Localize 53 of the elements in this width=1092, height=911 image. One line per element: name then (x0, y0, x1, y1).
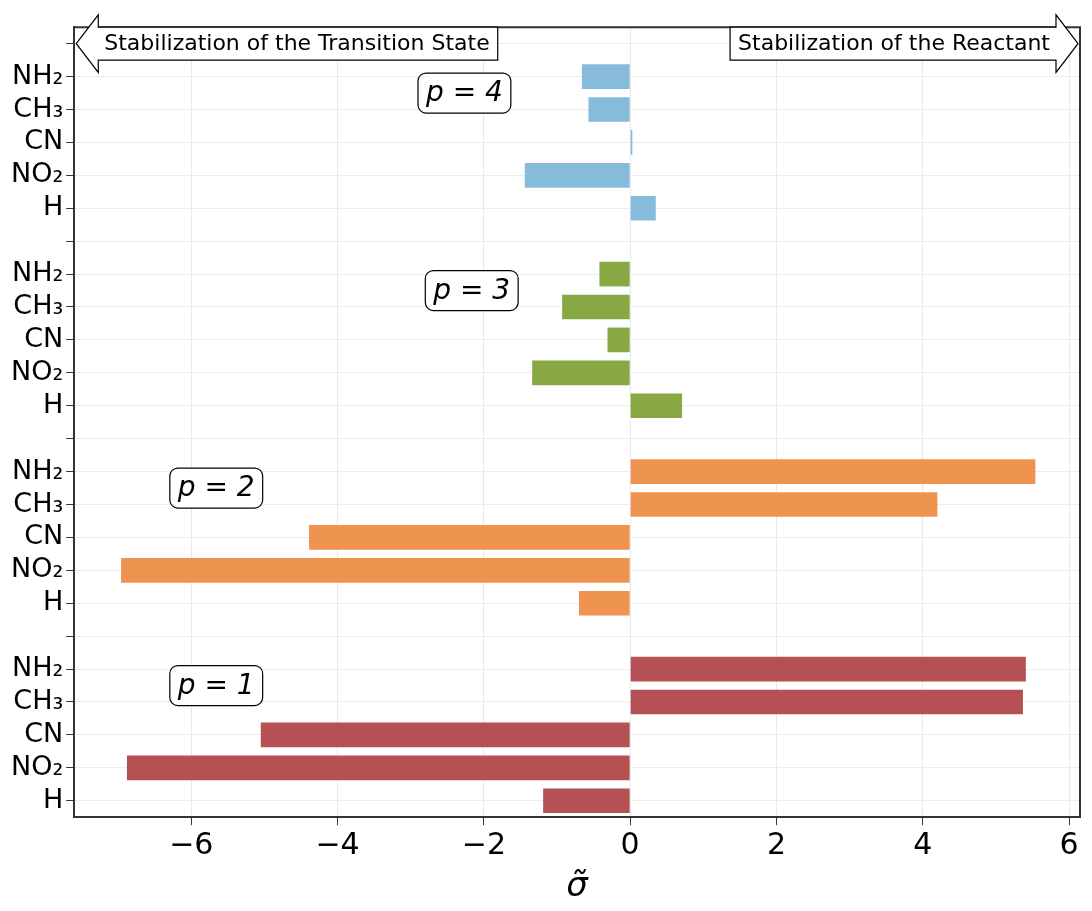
y-tick-label: NH₂ (11, 651, 64, 683)
y-tick-label: CN (24, 321, 64, 353)
bar (630, 459, 1036, 484)
y-tick-label: CH₃ (13, 684, 64, 716)
y-tick-label: NH₂ (11, 256, 64, 288)
x-tick-label: 6 (1059, 826, 1079, 861)
y-tick-label: CH₃ (13, 91, 64, 123)
y-tick-label: H (42, 585, 64, 617)
annotation: Stabilization of the Reactant (738, 30, 1051, 56)
bar (581, 64, 630, 89)
y-tick-label: CN (24, 716, 64, 748)
y-tick-label: H (42, 387, 64, 419)
bar (260, 722, 630, 748)
bar (630, 393, 683, 419)
text: p = 4 (424, 75, 503, 109)
x-tick-label: 2 (766, 826, 786, 861)
bar (126, 755, 630, 781)
bar (309, 525, 630, 550)
y-tick-label: CH₃ (13, 486, 64, 518)
bar (543, 788, 630, 814)
y-tick-label: H (42, 190, 64, 222)
bar (524, 162, 630, 188)
series-label: p = 2 (176, 470, 255, 504)
y-tick-label: NH₂ (11, 58, 64, 90)
x-tick-label: −2 (461, 826, 506, 861)
x-axis-title: σ̃ (566, 864, 590, 905)
y-tick-label: NO₂ (10, 354, 64, 386)
y-tick-label: CN (24, 519, 64, 551)
x-tick-label: −4 (315, 826, 360, 861)
annotation: Stabilization of the Transition State (104, 30, 490, 56)
y-tick-label: CH₃ (13, 289, 64, 321)
y-tick-label: CN (24, 124, 64, 156)
y-tick-label: NO₂ (10, 552, 64, 584)
bar (630, 656, 1026, 682)
bar (532, 360, 630, 386)
bar (607, 327, 630, 353)
series-label: p = 3 (432, 272, 511, 306)
bar (578, 590, 630, 616)
bar (630, 689, 1023, 715)
bar (630, 492, 938, 517)
x-tick-label: 0 (620, 826, 640, 861)
y-tick-label: NO₂ (10, 749, 64, 781)
x-tick-label: −6 (169, 826, 214, 861)
series-label: p = 1 (176, 667, 255, 701)
bar (599, 261, 630, 287)
bar (121, 557, 630, 583)
x-tick-label: 4 (913, 826, 933, 861)
y-tick-label: H (42, 782, 64, 814)
y-tick-label: NH₂ (11, 453, 64, 485)
bar (588, 97, 630, 122)
bar (562, 294, 630, 320)
bar (630, 195, 656, 221)
y-tick-label: NO₂ (10, 157, 64, 189)
